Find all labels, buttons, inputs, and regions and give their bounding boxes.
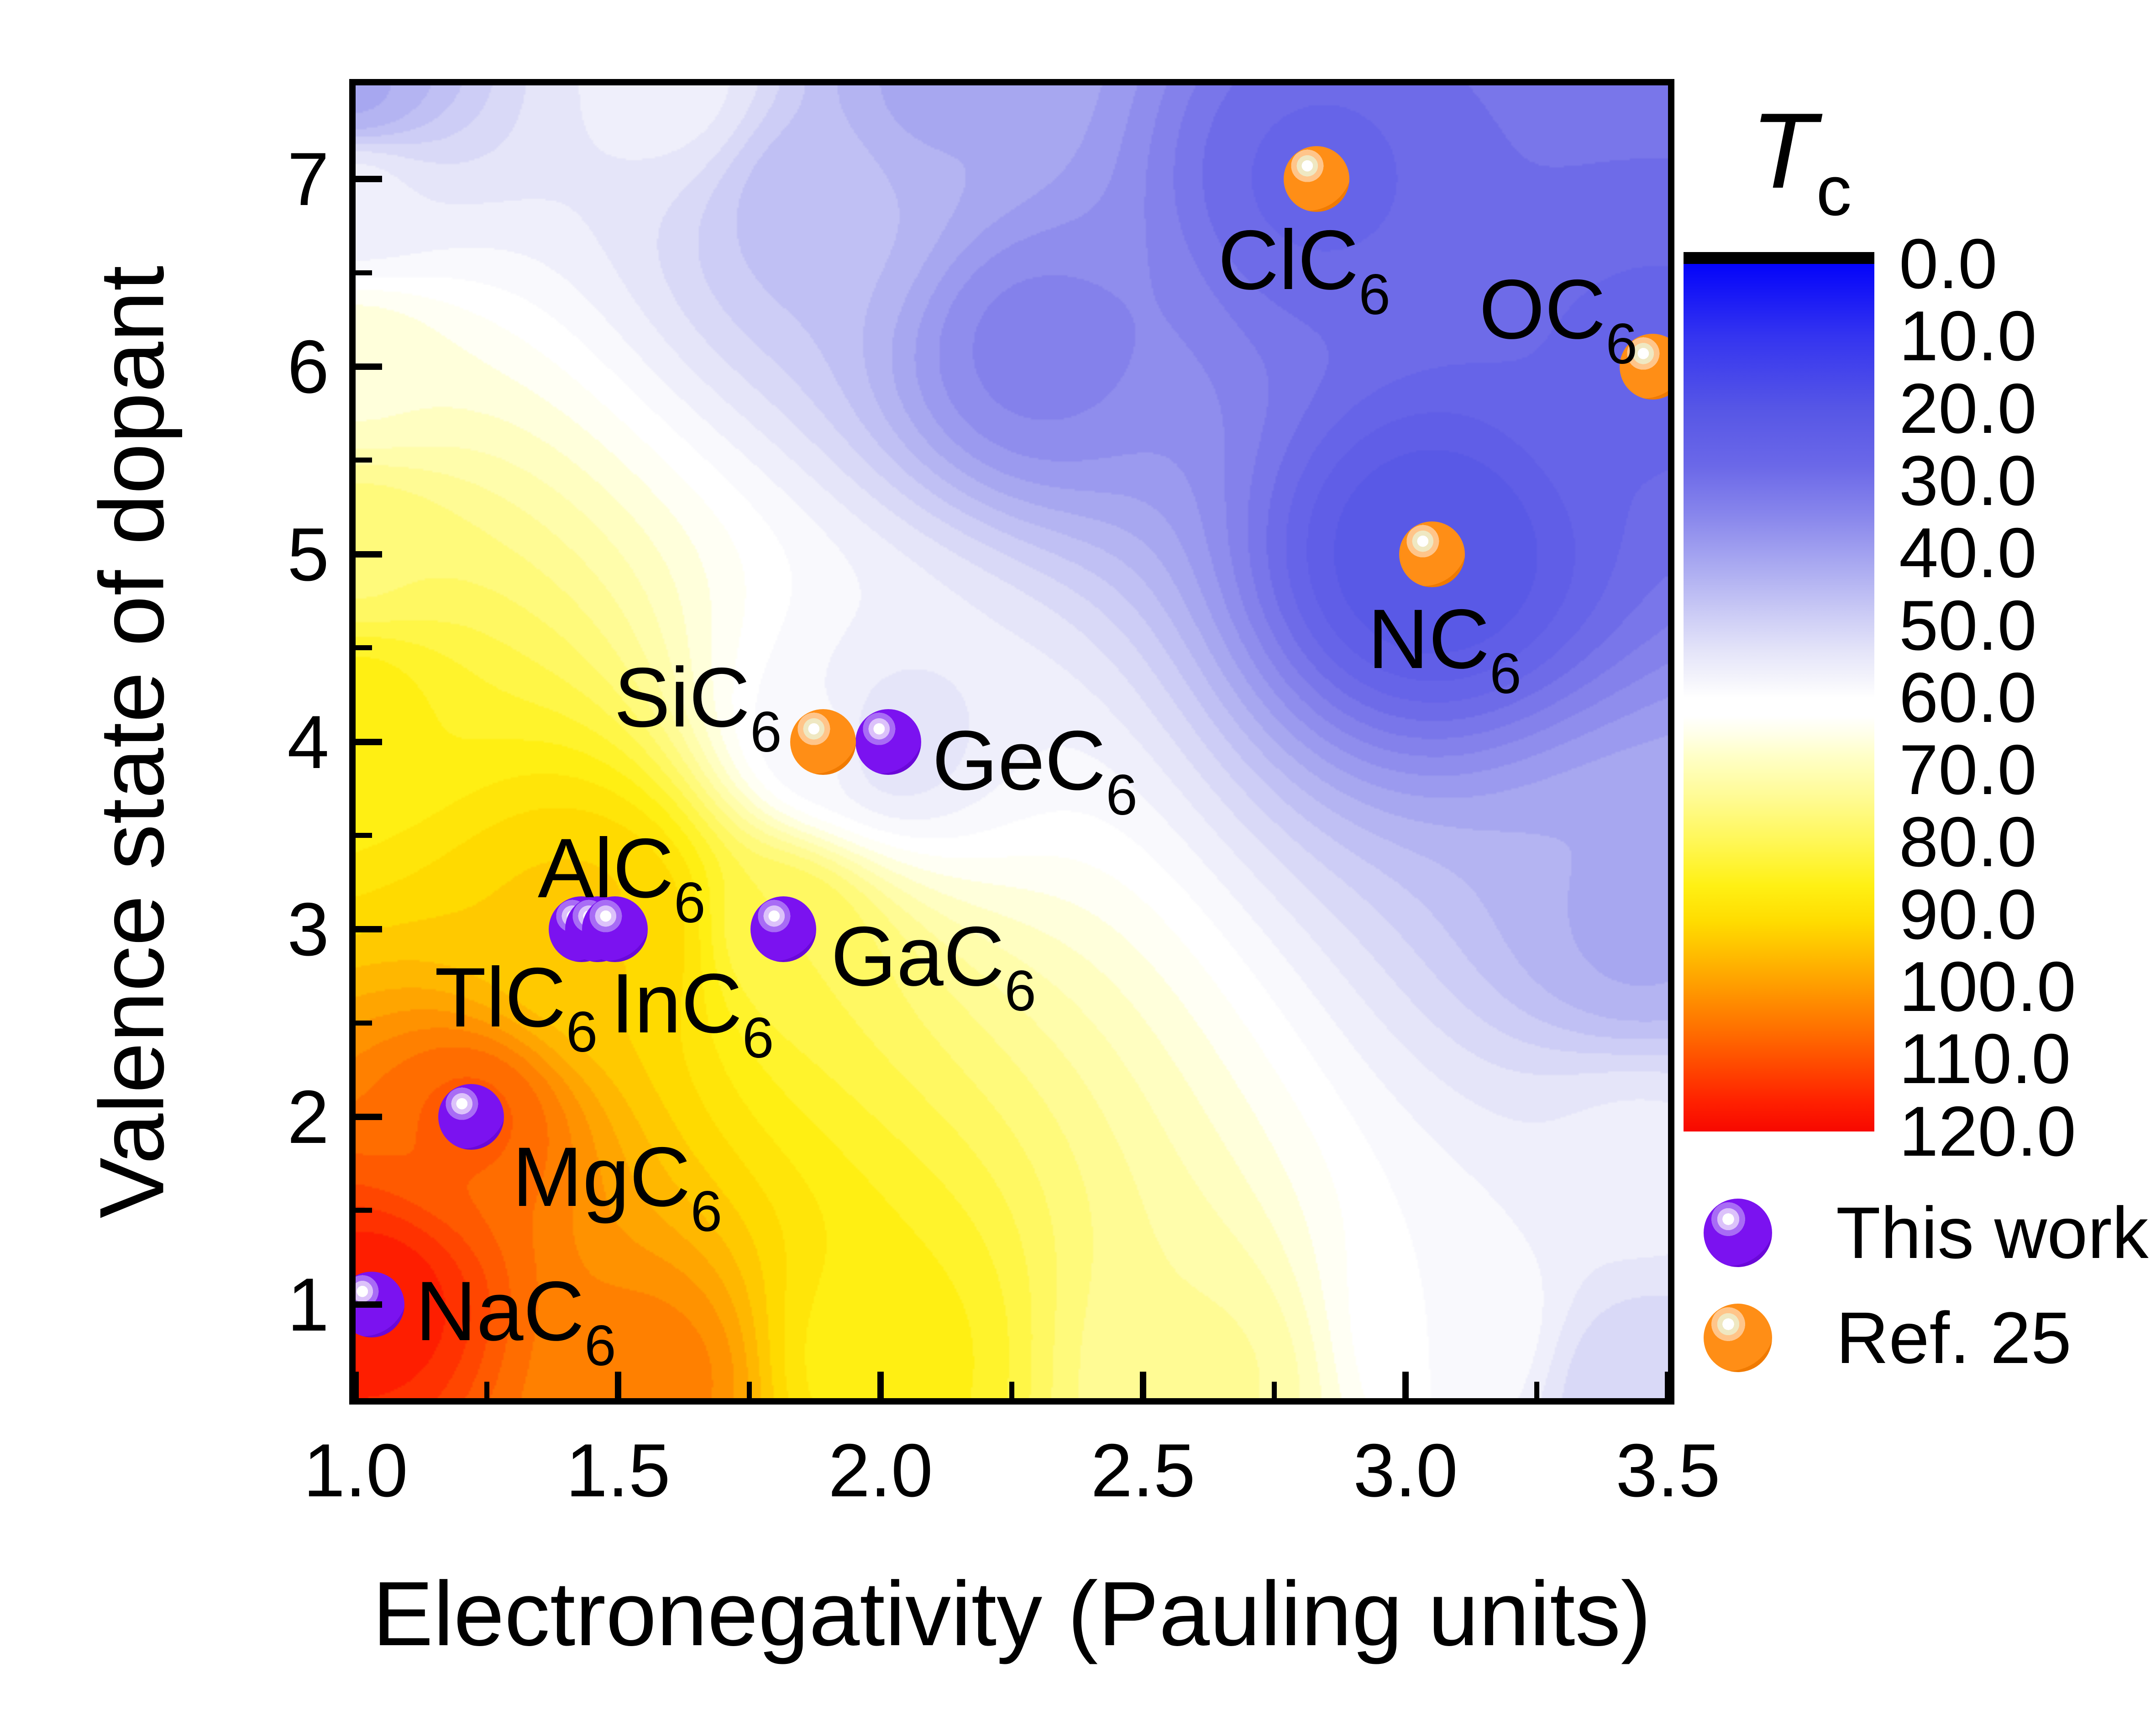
axis-tick [356,458,372,463]
y-tick-label: 5 [287,512,329,596]
axis-tick [356,1113,382,1120]
colorbar-tick-label: 40.0 [1899,513,2037,593]
y-axis-title: Valence state of dopant [81,265,183,1219]
axis-tick [356,176,382,183]
colorbar-tick-label: 0.0 [1899,224,1998,303]
y-tick-label: 2 [287,1074,329,1159]
data-point-mgc6 [438,1084,504,1150]
data-point-clc6 [1283,146,1349,212]
axis-tick [615,1372,621,1398]
colorbar-tick-label: 110.0 [1899,1019,2071,1099]
data-point-gec6 [855,709,922,775]
colorbar-tick-label: 70.0 [1899,730,2037,810]
legend-ref25-label: Ref. 25 [1836,1297,2072,1379]
axis-tick [1402,1372,1409,1398]
axis-tick [484,1382,489,1398]
data-point-inc6 [582,896,648,963]
point-label-mgc6: MgC6 [512,1130,723,1243]
colorbar [1684,264,1874,1131]
point-label-nac6: NaC6 [415,1264,616,1378]
colorbar-tick-label: 90.0 [1899,874,2037,954]
colorbar-tick-label: 80.0 [1899,802,2037,882]
point-label-tlc6: TlC6 [435,951,598,1064]
x-tick-label: 3.0 [1353,1428,1458,1512]
y-tick-label: 3 [287,887,329,972]
point-label-clc6: ClC6 [1218,213,1390,326]
data-point-sic6 [790,709,856,775]
colorbar-title-main: T [1751,90,1816,210]
axis-tick [356,645,372,651]
axis-tick [1534,1382,1539,1398]
axis-tick [877,1372,884,1398]
axis-tick [356,1208,372,1213]
x-tick-label: 2.5 [1091,1428,1196,1512]
point-label-nc6: NC6 [1368,592,1521,705]
point-label-oc6: OC6 [1479,263,1638,376]
plot-area [356,85,1668,1398]
axis-tick [1140,1372,1146,1398]
axis-tick [356,832,372,838]
axis-tick [356,926,382,933]
x-tick-label: 1.5 [566,1428,671,1512]
y-tick-label: 6 [287,325,329,409]
axis-tick [1009,1382,1014,1398]
axis-tick [356,1372,359,1398]
point-label-gec6: GeC6 [932,714,1138,827]
axis-tick [356,738,382,745]
colorbar-title: Tc [1751,94,1852,248]
axis-tick [1271,1382,1277,1398]
axis-tick [356,551,382,558]
point-label-sic6: SiC6 [614,651,782,764]
colorbar-tick-label: 120.0 [1899,1091,2076,1171]
y-tick-label: 1 [287,1262,329,1347]
colorbar-title-sub: c [1816,151,1852,230]
axis-tick [356,1020,372,1026]
x-axis-title: Electronegativity (Pauling units) [372,1563,1652,1665]
x-tick-label: 3.5 [1616,1428,1721,1512]
contour-surface [356,85,1668,1398]
colorbar-tick-label: 100.0 [1899,947,2076,1026]
colorbar-tick-label: 60.0 [1899,658,2037,737]
colorbar-tick-label: 20.0 [1899,368,2037,448]
colorbar-tick-label: 50.0 [1899,585,2037,665]
legend-this-work-marker [1704,1199,1772,1267]
axis-tick [356,1301,382,1308]
y-tick-label: 7 [287,137,329,221]
axis-tick [356,363,382,370]
data-point-nc6 [1399,521,1465,587]
legend-this-work-label: This work [1836,1192,2149,1273]
colorbar-tick-label: 30.0 [1899,441,2037,520]
axis-tick [746,1382,752,1398]
point-label-gac6: GaC6 [831,910,1036,1023]
legend-ref25-marker [1704,1304,1772,1372]
colorbar-tick-label: 10.0 [1899,296,2037,376]
axis-tick [1665,1372,1668,1398]
point-label-inc6: InC6 [611,957,774,1070]
x-tick-label: 2.0 [828,1428,933,1512]
colorbar-cap-line [1684,252,1874,264]
data-point-gac6 [750,896,817,963]
axis-tick [356,270,372,275]
y-tick-label: 4 [287,700,329,784]
point-label-alc6: AlC6 [538,821,706,935]
x-tick-label: 1.0 [303,1428,408,1512]
